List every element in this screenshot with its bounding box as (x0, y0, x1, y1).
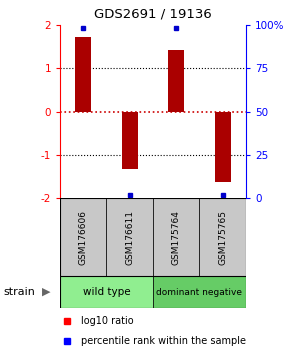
Bar (60, 276, 153, 308)
Text: GSM176606: GSM176606 (79, 210, 88, 265)
Bar (200, 198, 246, 276)
Title: GDS2691 / 19136: GDS2691 / 19136 (94, 8, 212, 21)
Bar (106, 198, 153, 276)
Text: GSM175765: GSM175765 (218, 210, 227, 265)
Text: strain: strain (3, 287, 35, 297)
Bar (153, 276, 246, 308)
Text: dominant negative: dominant negative (157, 287, 242, 297)
Text: log10 ratio: log10 ratio (81, 316, 134, 326)
Text: percentile rank within the sample: percentile rank within the sample (81, 336, 246, 346)
Bar (168, 50, 184, 112)
Text: GSM175764: GSM175764 (172, 210, 181, 265)
Text: GSM176611: GSM176611 (125, 210, 134, 265)
Bar (153, 198, 200, 276)
Text: wild type: wild type (83, 287, 130, 297)
Bar (214, 112, 231, 182)
Bar (75, 37, 92, 112)
Bar (122, 112, 138, 169)
Text: ▶: ▶ (42, 287, 50, 297)
Bar (60, 198, 106, 276)
